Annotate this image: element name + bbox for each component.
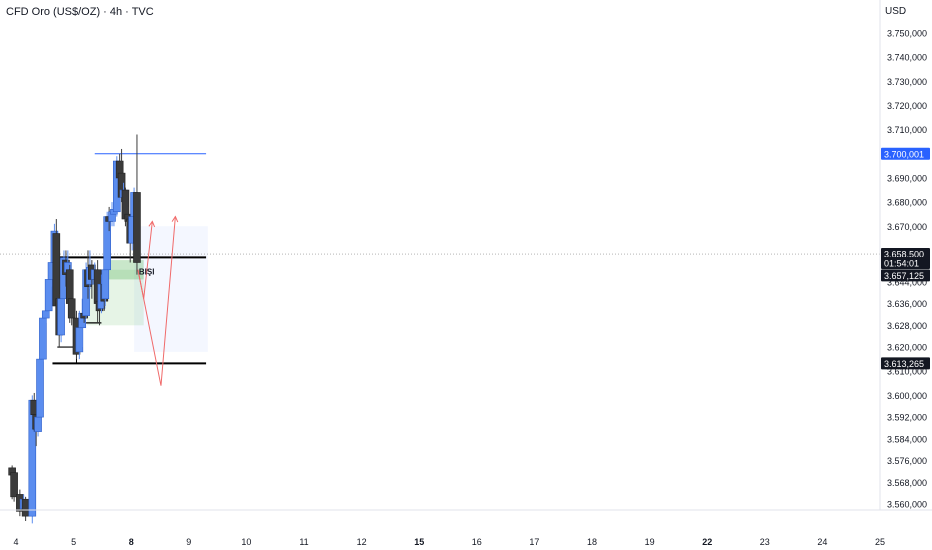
- projection-path-1: [137, 216, 176, 386]
- x-tick-label: 4: [13, 537, 18, 547]
- candle: [36, 356, 44, 422]
- candle-body: [39, 317, 47, 360]
- annotation-label: BIŞI: [139, 268, 155, 277]
- candle: [21, 496, 30, 521]
- x-tick-label: 10: [241, 537, 251, 547]
- y-tick-label: 3.710,000: [887, 125, 927, 135]
- range-box: [134, 226, 208, 352]
- x-tick-label: 24: [817, 537, 827, 547]
- candle: [133, 134, 141, 275]
- y-tick-label: 3.636,000: [887, 299, 927, 309]
- x-tick-label: 25: [875, 537, 885, 547]
- y-tick-label: 3.568,000: [887, 478, 927, 488]
- price-label-text: 3.658,500: [884, 250, 924, 260]
- candle-body: [101, 269, 110, 300]
- y-tick-label: 3.644,000: [887, 277, 927, 287]
- x-tick-label: 23: [760, 537, 770, 547]
- y-tick-label: 3.730,000: [887, 77, 927, 87]
- x-tick-label: 19: [645, 537, 655, 547]
- y-tick-label: 3.560,000: [887, 500, 927, 510]
- price-label-bg: [881, 257, 930, 270]
- x-tick-label: 11: [299, 537, 308, 547]
- y-tick-label: 3.670,000: [887, 222, 927, 232]
- candle-body: [36, 358, 44, 418]
- y-tick-label: 3.680,000: [887, 198, 927, 208]
- y-tick-label: 3.740,000: [887, 53, 927, 63]
- price-label-bg: [881, 357, 930, 370]
- candle: [10, 470, 18, 502]
- y-tick-label: 3.620,000: [887, 343, 927, 353]
- currency-label[interactable]: USD: [885, 6, 907, 17]
- y-tick-label: 3.584,000: [887, 434, 927, 444]
- x-tick-label: 15: [414, 537, 424, 547]
- candle-body: [21, 498, 30, 517]
- price-label-text: 3.613,265: [884, 359, 924, 369]
- chart-title: CFD Oro (US$/OZ) · 4h · TVC: [6, 6, 154, 18]
- y-tick-label: 3.576,000: [887, 456, 927, 466]
- x-tick-label: 8: [129, 537, 134, 547]
- candle-body: [67, 298, 76, 319]
- projection-arrowhead-1: [171, 215, 179, 223]
- price-label-bg: [881, 147, 930, 160]
- y-tick-label: 3.750,000: [887, 29, 927, 39]
- candle: [67, 279, 76, 326]
- price-label-text: 01:54:01: [884, 259, 919, 269]
- price-label-bg: [881, 269, 930, 282]
- x-tick-label: 22: [702, 537, 712, 547]
- projection-arrowhead-0: [148, 220, 156, 228]
- x-tick-label: 16: [472, 537, 482, 547]
- candle-body: [10, 472, 18, 498]
- y-tick-label: 3.720,000: [887, 101, 927, 111]
- y-tick-label: 3.628,000: [887, 321, 927, 331]
- y-tick-label: 3.592,000: [887, 413, 927, 423]
- y-tick-label: 3.610,000: [887, 367, 927, 377]
- y-tick-label: 3.600,000: [887, 391, 927, 401]
- price-label-text: 3.657,125: [884, 271, 924, 281]
- x-tick-label: 9: [186, 537, 191, 547]
- x-tick-label: 12: [357, 537, 367, 547]
- candle-body: [57, 298, 65, 336]
- candle-body: [133, 192, 141, 263]
- x-tick-label: 5: [71, 537, 76, 547]
- price-label-text: 3.700,001: [884, 149, 924, 159]
- x-tick-label: 18: [587, 537, 597, 547]
- x-tick-label: 17: [529, 537, 539, 547]
- y-tick-label: 3.690,000: [887, 173, 927, 183]
- demand-zone-core: [105, 260, 144, 280]
